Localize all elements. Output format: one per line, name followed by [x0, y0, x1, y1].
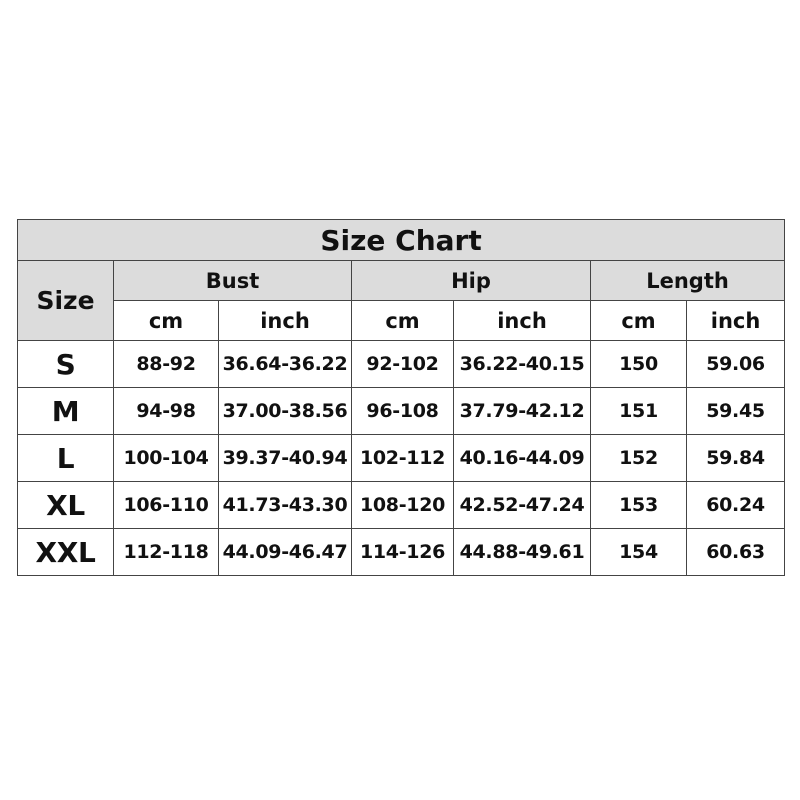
- unit-header: cm: [590, 300, 687, 341]
- table-cell: 44.88-49.61: [453, 528, 591, 576]
- table-cell: 41.73-43.30: [218, 481, 352, 529]
- table-row: XL 106-110 41.73-43.30 108-120 42.52-47.24 15…: [17, 481, 786, 529]
- table-cell: 39.37-40.94: [218, 434, 352, 482]
- group-header-length: Length: [589, 260, 786, 301]
- size-label: L: [17, 434, 114, 482]
- unit-header: cm: [113, 300, 219, 341]
- table-cell: 106-110: [113, 481, 219, 529]
- table-cell: 59.84: [685, 434, 786, 482]
- table-title: Size Chart: [16, 219, 786, 261]
- table-cell: 36.64-36.22: [218, 340, 352, 388]
- table-row: XXL 112-118 44.09-46.47 114-126 44.88-49.61 1…: [17, 528, 786, 576]
- table-cell: 42.52-47.24: [453, 481, 591, 529]
- table-row: L 100-104 39.37-40.94 102-112 40.16-44.09 152…: [17, 434, 786, 482]
- table-cell: 96-108: [351, 387, 454, 435]
- table-cell: 112-118: [113, 528, 219, 576]
- group-header-bust: Bust: [113, 260, 352, 301]
- group-header-hip: Hip: [351, 260, 591, 301]
- table-cell: 102-112: [351, 434, 454, 482]
- table-cell: 92-102: [351, 340, 454, 388]
- table-cell: 153: [590, 481, 687, 529]
- unit-header: inch: [453, 300, 591, 341]
- size-label: XL: [17, 481, 114, 529]
- table-cell: 94-98: [113, 387, 219, 435]
- table-cell: 44.09-46.47: [218, 528, 352, 576]
- table-cell: 150: [590, 340, 687, 388]
- table-cell: 59.45: [685, 387, 786, 435]
- size-header: Size: [17, 260, 114, 341]
- table-cell: 36.22-40.15: [453, 340, 591, 388]
- table-row: M 94-98 37.00-38.56 96-108 37.79-42.12 151 59.…: [17, 387, 786, 435]
- table-row: S 88-92 36.64-36.22 92-102 36.22-40.15 150 59.…: [17, 340, 786, 388]
- table-cell: 59.06: [685, 340, 786, 388]
- table-cell: 152: [590, 434, 687, 482]
- table-cell: 60.24: [685, 481, 786, 529]
- table-cell: 40.16-44.09: [453, 434, 591, 482]
- size-label: M: [17, 387, 114, 435]
- table-cell: 100-104: [113, 434, 219, 482]
- table-cell: 151: [590, 387, 687, 435]
- table-cell: 88-92: [113, 340, 219, 388]
- table-cell: 114-126: [351, 528, 454, 576]
- size-label: XXL: [17, 528, 114, 576]
- table-cell: 37.00-38.56: [218, 387, 352, 435]
- table-cell: 108-120: [351, 481, 454, 529]
- unit-header: inch: [218, 300, 352, 341]
- size-label: S: [17, 340, 114, 388]
- table-cell: 60.63: [685, 528, 786, 576]
- size-chart-table: Size Chart Size Bust Hip Length cm inch cm…: [16, 219, 786, 576]
- unit-header: inch: [685, 300, 786, 341]
- table-cell: 37.79-42.12: [453, 387, 591, 435]
- table-cell: 154: [590, 528, 687, 576]
- unit-header: cm: [351, 300, 454, 341]
